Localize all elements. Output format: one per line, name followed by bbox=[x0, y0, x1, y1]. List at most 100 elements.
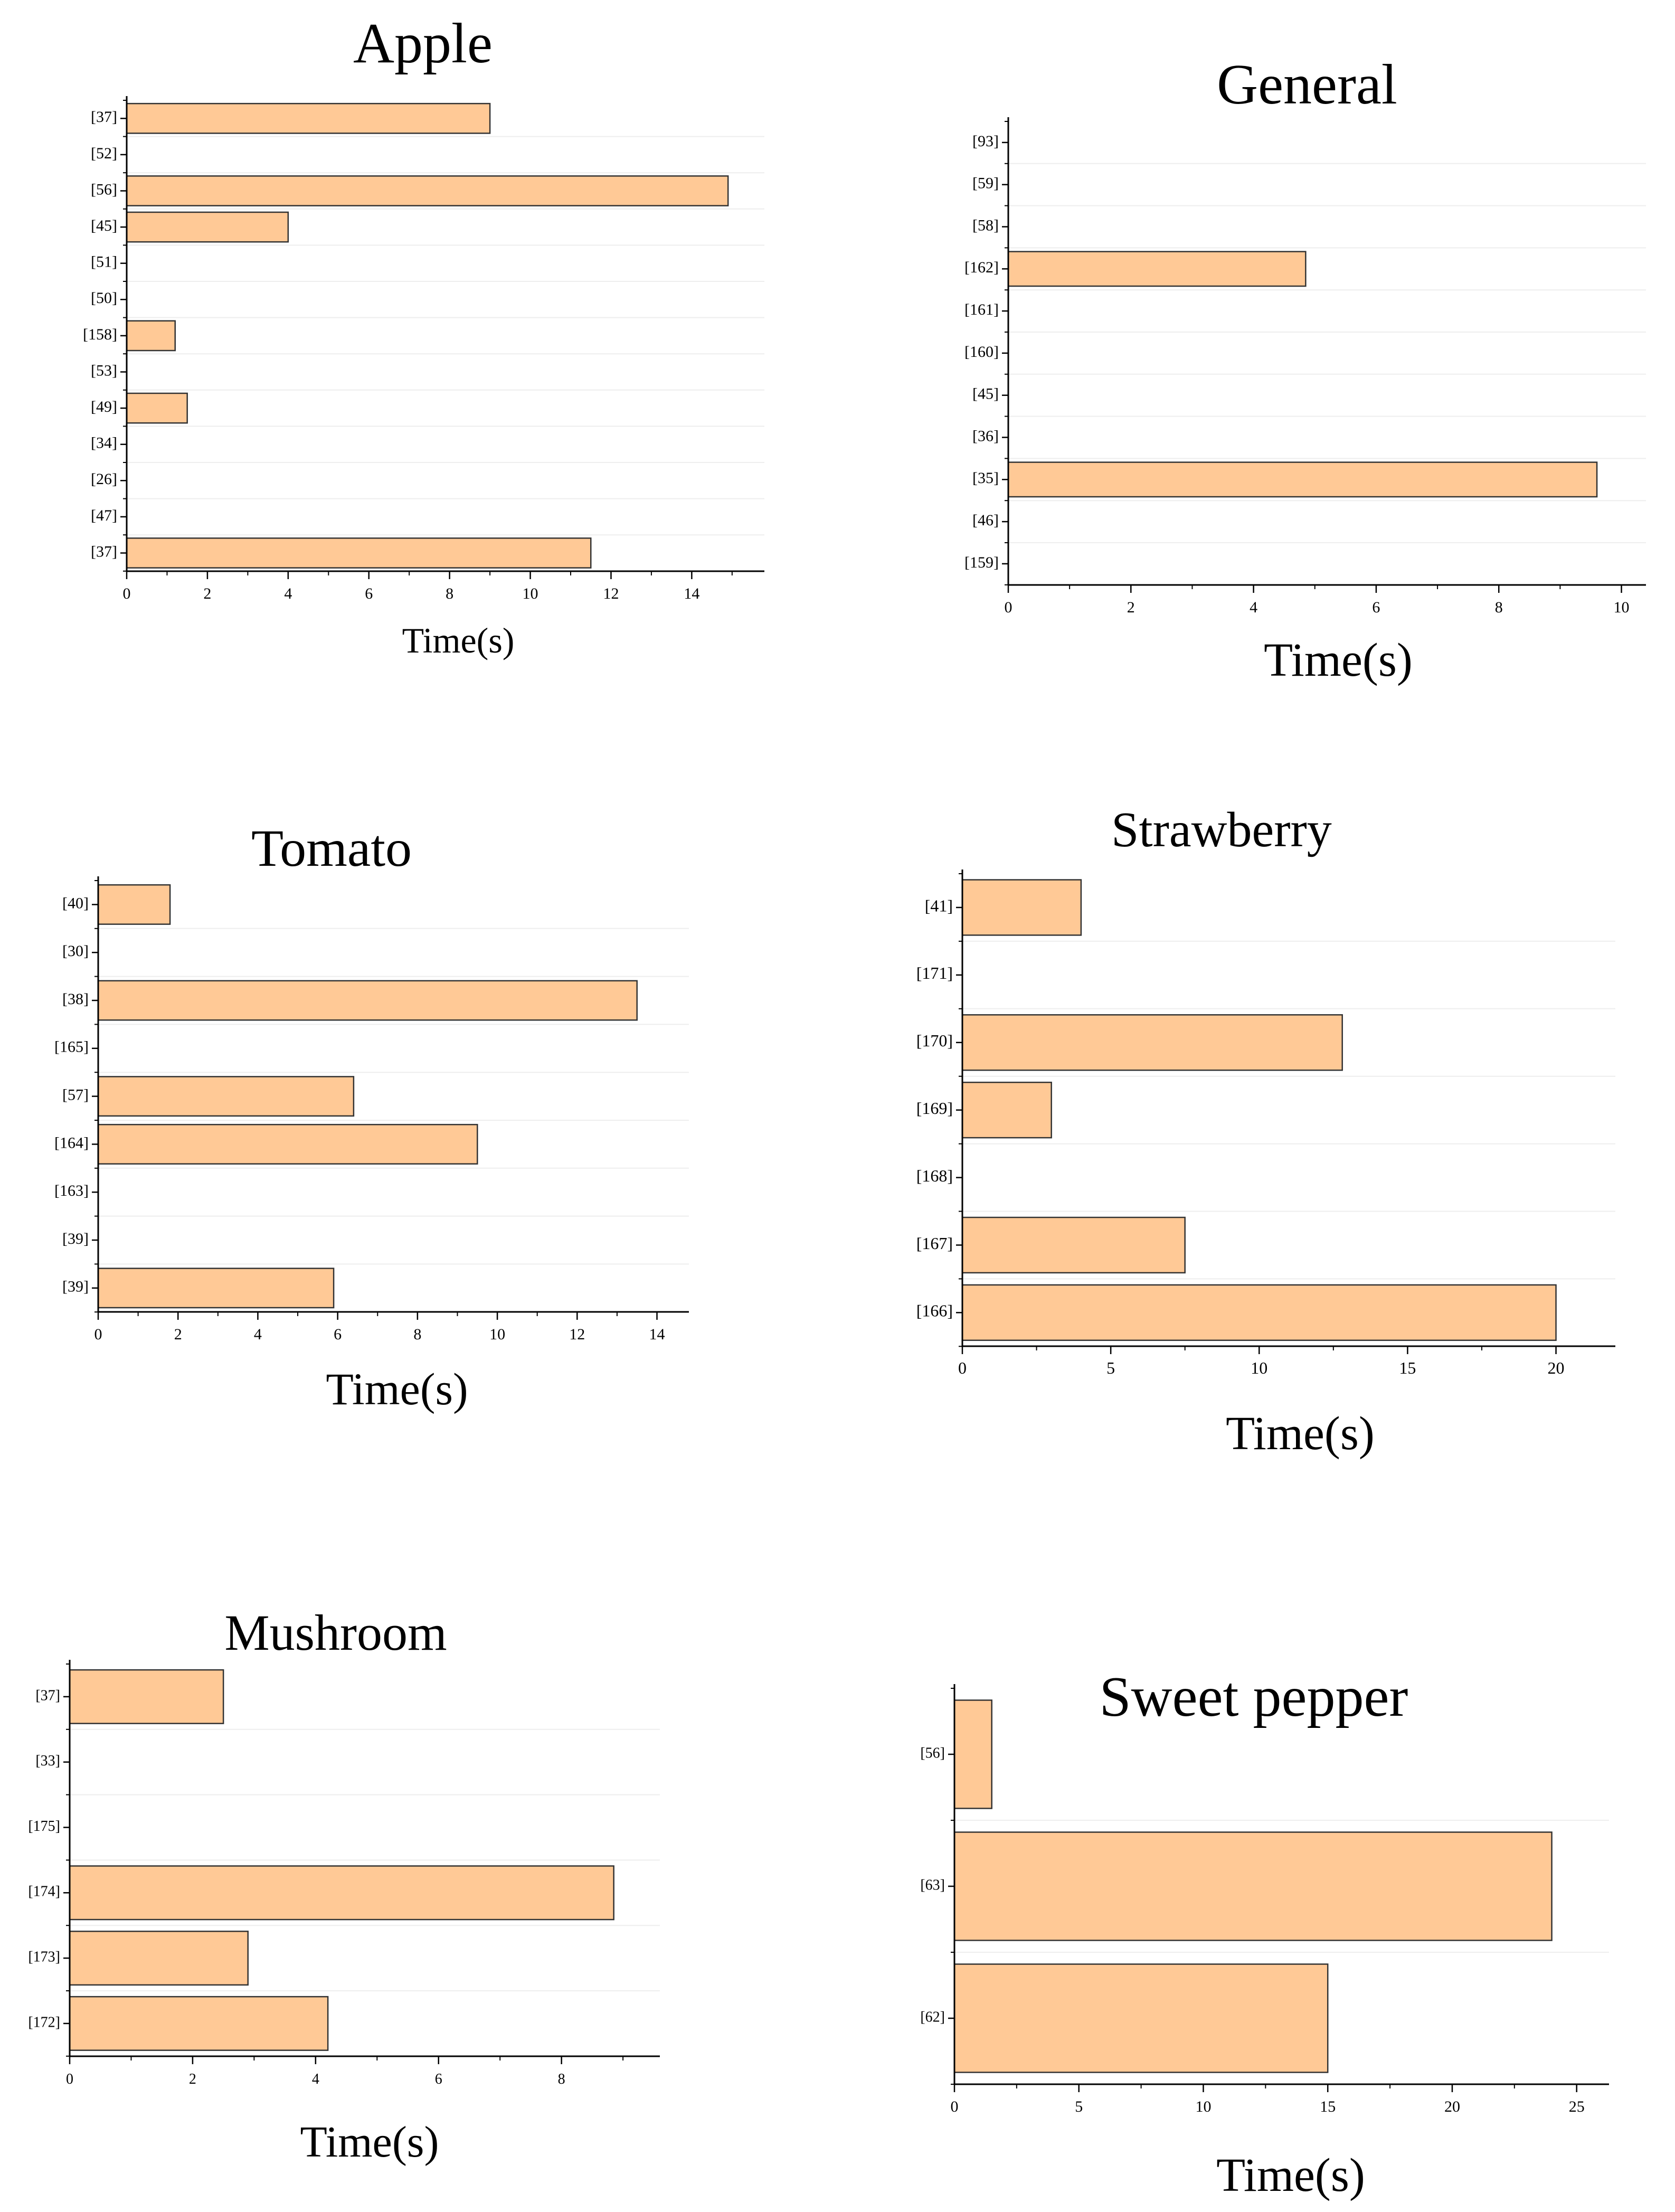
x-tick-label: 14 bbox=[684, 585, 699, 602]
bar bbox=[961, 1014, 1343, 1071]
chart-tomato: Tomato Time(s) [40] [30] [38] [165] [57] [164… bbox=[54, 819, 689, 1414]
bar bbox=[961, 1216, 1186, 1274]
x-tick-label: 0 bbox=[66, 2071, 73, 2087]
chart-title: Apple bbox=[353, 12, 493, 75]
x-tick-label: 12 bbox=[603, 585, 619, 602]
bar bbox=[69, 1865, 614, 1921]
y-tick-label: [45] bbox=[91, 217, 117, 234]
y-tick-label: [30] bbox=[62, 942, 89, 960]
x-axis-label: Time(s) bbox=[1216, 2149, 1365, 2201]
y-tick-label: [33] bbox=[35, 1753, 60, 1769]
y-tick-label: [52] bbox=[91, 145, 117, 162]
x-tick-label: 8 bbox=[446, 585, 453, 602]
x-tick-label: 0 bbox=[951, 2098, 959, 2115]
chart-title: Mushroom bbox=[224, 1604, 447, 1661]
y-tick-label: [172] bbox=[28, 2014, 60, 2030]
x-tick-label: 20 bbox=[1548, 1358, 1565, 1377]
y-tick-label: [53] bbox=[91, 362, 117, 379]
x-tick-label: 10 bbox=[1251, 1358, 1267, 1377]
bar bbox=[953, 1699, 992, 1809]
chart-strawberry: Strawberry Time(s) [41] [171] [170] [169] [1… bbox=[916, 802, 1615, 1460]
bar bbox=[126, 175, 729, 206]
x-tick-label: 0 bbox=[123, 585, 131, 602]
y-tick-label: [37] bbox=[91, 108, 117, 126]
y-tick-label: [37] bbox=[35, 1687, 60, 1704]
bar bbox=[126, 320, 176, 352]
y-tick-label: [164] bbox=[54, 1134, 89, 1151]
x-axis-label: Time(s) bbox=[402, 620, 515, 660]
y-tick-label: [171] bbox=[916, 963, 953, 982]
x-tick-label: 4 bbox=[1250, 599, 1257, 616]
x-tick-label: 4 bbox=[254, 1326, 262, 1343]
chart-general: General Time(s) [93] [59] [58] [162] [161] [1… bbox=[964, 53, 1646, 686]
y-tick-label: [63] bbox=[920, 1877, 945, 1893]
x-tick-label: 4 bbox=[312, 2071, 319, 2087]
y-tick-label: [41] bbox=[925, 896, 953, 915]
y-tick-label: [160] bbox=[964, 343, 999, 361]
y-tick-label: [169] bbox=[916, 1099, 953, 1118]
x-tick-label: 0 bbox=[958, 1358, 967, 1377]
y-tick-label: [56] bbox=[91, 181, 117, 198]
x-axis-label: Time(s) bbox=[1264, 634, 1413, 686]
chart-title: Sweet pepper bbox=[1100, 1666, 1408, 1728]
y-tick-label: [93] bbox=[972, 133, 999, 150]
chart-sweet-pepper: Sweet pepper Time(s) [56] [63] [62] 0 5 10 15 2… bbox=[920, 1666, 1609, 2201]
x-tick-label: 8 bbox=[413, 1326, 421, 1343]
chart-apple: Apple Time(s) [37] [52] [56] [45] [51] [50] [1… bbox=[83, 12, 764, 660]
x-tick-label: 6 bbox=[1372, 599, 1380, 616]
y-tick-label: [163] bbox=[54, 1182, 89, 1199]
y-tick-label: [62] bbox=[920, 2009, 945, 2025]
bar bbox=[961, 1081, 1052, 1139]
y-tick-label: [49] bbox=[91, 398, 117, 415]
x-tick-label: 2 bbox=[189, 2071, 196, 2087]
bar bbox=[961, 879, 1082, 936]
y-tick-label: [58] bbox=[972, 216, 999, 234]
y-tick-label: [34] bbox=[91, 434, 117, 452]
x-tick-label: 12 bbox=[569, 1326, 585, 1343]
y-tick-label: [167] bbox=[916, 1234, 953, 1253]
y-tick-label: [168] bbox=[916, 1166, 953, 1185]
y-tick-label: [170] bbox=[916, 1031, 953, 1050]
x-axis-label: Time(s) bbox=[300, 2118, 439, 2167]
y-tick-label: [39] bbox=[62, 1230, 89, 1247]
x-tick-label: 15 bbox=[1320, 2098, 1336, 2115]
y-tick-label: [37] bbox=[91, 543, 117, 560]
chart-title: General bbox=[1217, 53, 1397, 116]
bar bbox=[97, 884, 171, 925]
y-tick-label: [40] bbox=[62, 894, 89, 912]
y-tick-label: [162] bbox=[964, 259, 999, 276]
x-tick-label: 0 bbox=[94, 1326, 102, 1343]
x-tick-label: 6 bbox=[334, 1326, 342, 1343]
bar bbox=[126, 392, 188, 424]
bar bbox=[97, 1268, 335, 1309]
chart-mushroom: Mushroom Time(s) [37] [33] [175] [174] [173]… bbox=[28, 1604, 660, 2167]
y-tick-label: [35] bbox=[972, 469, 999, 487]
y-tick-label: [50] bbox=[91, 289, 117, 307]
y-tick-label: [57] bbox=[62, 1086, 89, 1103]
x-tick-label: 6 bbox=[365, 585, 373, 602]
x-tick-label: 6 bbox=[435, 2071, 442, 2087]
bar bbox=[69, 1669, 224, 1724]
x-tick-label: 14 bbox=[649, 1326, 665, 1343]
y-tick-label: [51] bbox=[91, 253, 117, 271]
x-tick-label: 25 bbox=[1569, 2098, 1585, 2115]
y-tick-label: [175] bbox=[28, 1818, 60, 1835]
bar bbox=[126, 102, 491, 134]
y-tick-label: [56] bbox=[920, 1745, 945, 1761]
y-tick-label: [26] bbox=[91, 470, 117, 488]
bar bbox=[961, 1284, 1557, 1341]
bar bbox=[1007, 251, 1307, 287]
y-tick-label: [161] bbox=[964, 301, 999, 318]
x-tick-label: 10 bbox=[1614, 599, 1630, 616]
x-tick-label: 5 bbox=[1106, 1358, 1115, 1377]
x-tick-label: 8 bbox=[1495, 599, 1503, 616]
bar bbox=[126, 211, 289, 243]
x-tick-label: 2 bbox=[174, 1326, 182, 1343]
x-tick-label: 2 bbox=[203, 585, 211, 602]
bar bbox=[97, 1123, 478, 1165]
bar bbox=[1007, 461, 1598, 498]
bar bbox=[126, 537, 592, 569]
x-axis-label: Time(s) bbox=[326, 1364, 468, 1414]
x-axis-label: Time(s) bbox=[1226, 1407, 1375, 1460]
